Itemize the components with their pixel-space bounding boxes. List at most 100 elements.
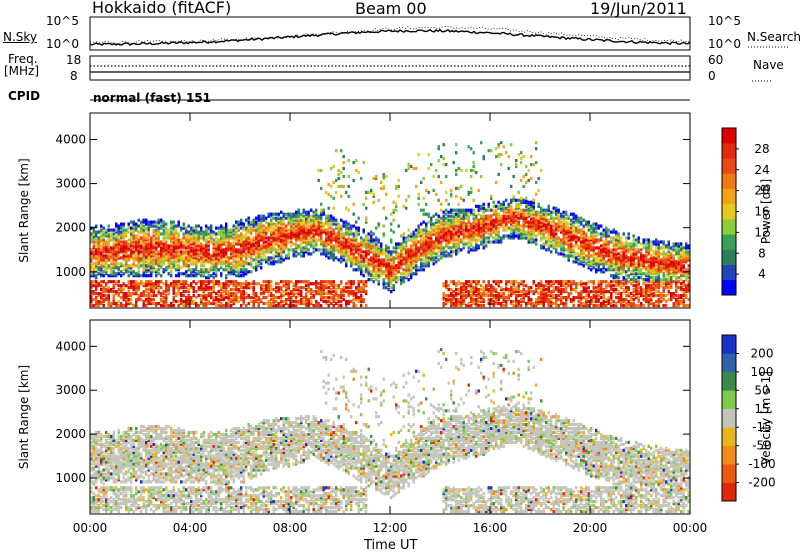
echo-cell <box>482 234 485 238</box>
echo-cell <box>445 212 448 216</box>
echo-cell <box>427 232 430 236</box>
echo-cell <box>367 242 370 246</box>
echo-cell <box>470 280 473 284</box>
echo-cell <box>465 242 468 246</box>
echo-cell <box>320 232 323 236</box>
echo-cell <box>522 230 525 234</box>
echo-cell <box>120 270 123 274</box>
echo-cell <box>442 143 445 147</box>
echo-cell <box>400 246 403 250</box>
echo-cell <box>175 282 178 286</box>
echo-cell <box>517 290 520 294</box>
echo-cell <box>522 208 525 212</box>
echo-cell <box>487 288 490 292</box>
echo-cell <box>325 236 328 240</box>
echo-cell <box>142 250 145 254</box>
echo-cell <box>200 258 203 262</box>
echo-cell <box>497 204 500 208</box>
echo-cell <box>502 234 505 238</box>
echo-cell <box>425 244 428 248</box>
echo-cell <box>415 228 418 232</box>
echo-cell <box>267 303 270 308</box>
echo-cell <box>185 250 188 254</box>
echo-cell <box>512 210 515 214</box>
echo-cell <box>457 166 460 171</box>
echo-cell <box>447 214 450 218</box>
echo-cell <box>102 248 105 252</box>
echo-cell <box>100 288 103 292</box>
echo-cell <box>517 303 520 308</box>
echo-cell <box>215 268 218 272</box>
echo-cell <box>510 299 513 304</box>
echo-cell <box>497 282 500 286</box>
echo-cell <box>102 262 105 266</box>
echo-cell <box>485 226 488 230</box>
echo-cell <box>160 250 163 254</box>
echo-cell <box>342 234 345 238</box>
echo-cell <box>297 244 300 248</box>
echo-cell <box>380 244 383 248</box>
echo-cell <box>190 260 193 264</box>
echo-cell <box>122 222 125 226</box>
echo-cell <box>492 228 495 232</box>
echo-cell <box>337 184 340 188</box>
echo-cell <box>225 301 228 306</box>
echo-cell <box>330 298 333 302</box>
echo-cell <box>327 240 330 244</box>
nsearch-label: N.Search <box>747 30 800 44</box>
echo-cell <box>135 222 138 226</box>
echo-cell <box>477 222 480 226</box>
echo-cell <box>217 290 220 294</box>
echo-cell <box>435 238 438 242</box>
echo-cell <box>540 280 543 284</box>
echo-cell <box>160 224 163 228</box>
echo-cell <box>447 202 450 206</box>
echo-cell <box>210 226 213 230</box>
echo-cell <box>405 258 408 262</box>
echo-cell <box>260 216 263 220</box>
echo-cell <box>175 252 178 256</box>
echo-cell <box>190 299 193 304</box>
echo-cell <box>122 268 125 272</box>
echo-cell <box>380 272 383 276</box>
echo-cell <box>315 280 318 284</box>
echo-cell <box>470 284 473 288</box>
echo-cell <box>307 252 310 256</box>
echo-cell <box>450 292 453 296</box>
echo-cell <box>340 248 343 252</box>
echo-cell <box>467 290 470 294</box>
echo-cell <box>527 236 530 240</box>
echo-cell <box>560 296 563 300</box>
echo-cell <box>180 240 183 244</box>
echo-cell <box>512 230 515 234</box>
echo-cell <box>202 292 205 296</box>
echo-cell <box>235 298 238 302</box>
echo-cell <box>535 226 538 230</box>
echo-cell <box>207 252 210 256</box>
echo-cell <box>475 288 478 292</box>
echo-cell <box>252 228 255 232</box>
echo-cell <box>510 280 513 284</box>
echo-cell <box>147 252 150 256</box>
echo-cell <box>390 238 393 242</box>
echo-cell <box>115 274 118 278</box>
echo-cell <box>370 250 373 254</box>
echo-cell <box>367 246 370 250</box>
echo-cell <box>272 236 275 240</box>
echo-cell <box>492 218 495 222</box>
echo-cell <box>267 222 270 226</box>
echo-cell <box>157 252 160 256</box>
echo-cell <box>517 190 520 194</box>
echo-cell <box>382 284 385 288</box>
echo-cell <box>570 226 573 230</box>
echo-cell <box>157 220 160 224</box>
echo-cell <box>320 202 323 206</box>
echo-cell <box>197 272 200 276</box>
echo-cell <box>247 254 250 258</box>
echo-cell <box>257 256 260 260</box>
echo-cell <box>267 244 270 248</box>
echo-cell <box>90 282 93 286</box>
echo-cell <box>425 226 428 230</box>
echo-cell <box>545 240 548 244</box>
echo-cell <box>435 168 438 173</box>
